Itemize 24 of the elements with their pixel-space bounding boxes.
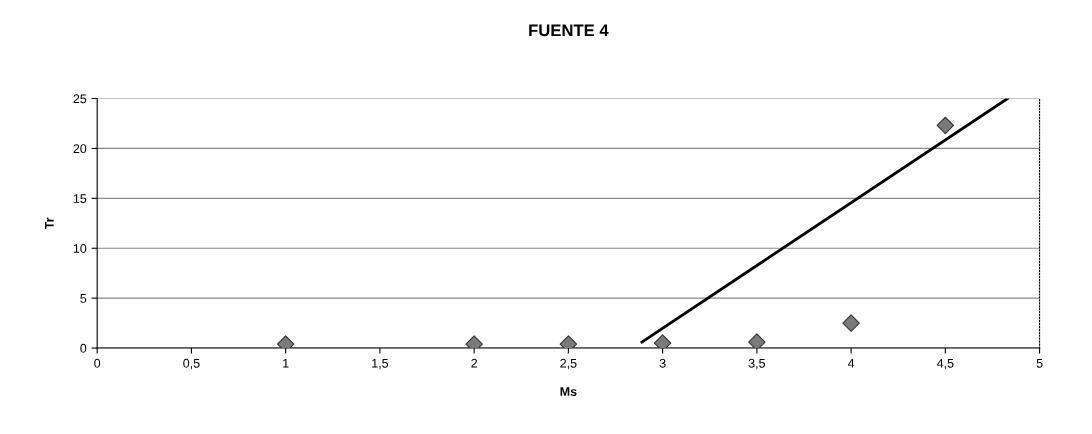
x-tick-label: 4: [847, 358, 855, 368]
chart-title: FUENTE 4: [529, 24, 609, 37]
x-tick-label: 1: [283, 358, 289, 368]
x-tick-label: 5: [1036, 358, 1043, 368]
x-tick-label: 2,5: [560, 358, 577, 370]
x-tick-label: 0: [94, 358, 101, 368]
y-tick-label: 10: [73, 244, 87, 253]
point: [748, 333, 766, 349]
y-tick-label: 20: [73, 144, 87, 154]
x-tick-label: 2: [471, 358, 477, 368]
x-tick-label: 0,5: [183, 358, 200, 370]
x-axis-title: Ms: [560, 387, 577, 396]
y-tick-label: 25: [73, 94, 87, 104]
y-tick-label: 0: [80, 343, 87, 353]
point: [842, 314, 860, 332]
y-axis-title: Tr: [45, 217, 54, 230]
x-tick-label: 1,5: [372, 358, 389, 370]
x-tick-label: 3,5: [748, 358, 766, 370]
x-tick-label: 4,5: [936, 358, 954, 370]
point: [653, 334, 672, 349]
y-tick-label: 5: [80, 294, 87, 303]
y-tick-label: 15: [73, 194, 87, 203]
point: [936, 116, 955, 135]
x-tick-label: 3: [659, 358, 666, 368]
